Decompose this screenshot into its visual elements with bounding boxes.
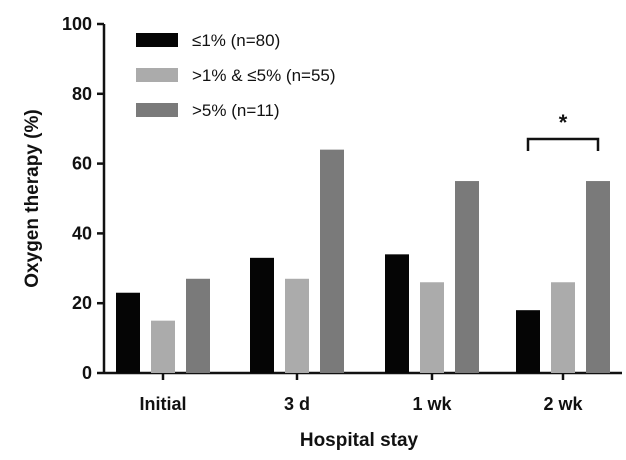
y-tick-label: 80 bbox=[72, 84, 92, 104]
y-tick-label: 100 bbox=[62, 14, 92, 34]
x-tick-label: 1 wk bbox=[412, 394, 452, 414]
bar bbox=[320, 149, 344, 373]
bar bbox=[151, 320, 175, 373]
bar bbox=[186, 278, 210, 373]
legend-label: ≤1% (n=80) bbox=[192, 31, 280, 50]
chart-axes bbox=[102, 24, 622, 375]
bar bbox=[586, 181, 610, 373]
x-tick-label: 2 wk bbox=[543, 394, 583, 414]
bar bbox=[420, 282, 444, 373]
y-tick-label: 60 bbox=[72, 154, 92, 174]
bar bbox=[116, 292, 140, 373]
bar bbox=[455, 181, 479, 373]
bar bbox=[285, 278, 309, 373]
y-axis-title: Oxygen therapy (%) bbox=[22, 109, 43, 287]
legend-label: >1% & ≤5% (n=55) bbox=[192, 66, 336, 85]
x-tick-label: Initial bbox=[139, 394, 186, 414]
bar bbox=[516, 310, 540, 373]
y-tick-label: 40 bbox=[72, 223, 92, 243]
bars bbox=[116, 149, 610, 373]
bar bbox=[551, 282, 575, 373]
bar bbox=[250, 257, 274, 373]
legend-label: >5% (n=11) bbox=[192, 101, 280, 120]
significance-marker: * bbox=[559, 110, 568, 135]
bar bbox=[385, 254, 409, 373]
y-tick-label: 20 bbox=[72, 293, 92, 313]
legend-swatch bbox=[136, 68, 178, 82]
y-tick-label: 0 bbox=[82, 363, 92, 383]
x-ticks: Initial 3 d 1 wk 2 wk bbox=[139, 373, 583, 414]
x-tick-label: 3 d bbox=[284, 394, 310, 414]
legend: ≤1% (n=80) >1% & ≤5% (n=55) >5% (n=11) bbox=[136, 31, 336, 120]
x-axis-title: Hospital stay bbox=[300, 430, 419, 451]
y-ticks: 0 20 40 60 80 100 bbox=[62, 14, 104, 383]
legend-swatch bbox=[136, 33, 178, 47]
annotations: * bbox=[526, 110, 600, 151]
legend-swatch bbox=[136, 103, 178, 117]
significance-bracket bbox=[526, 137, 600, 151]
